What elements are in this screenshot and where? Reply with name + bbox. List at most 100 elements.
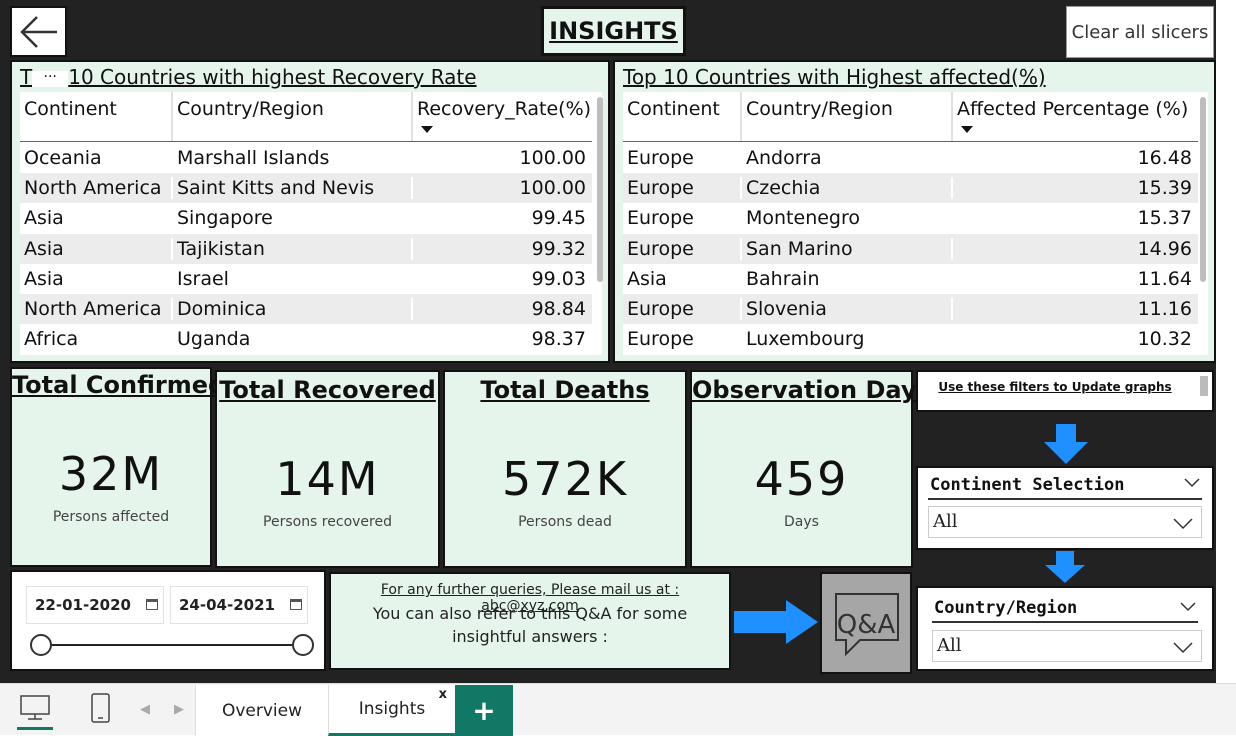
tab-scroll-left-button[interactable]: ◀ [140, 702, 150, 717]
kpi-value: 32M [58, 447, 164, 501]
queries-box: For any further queries, Please mail us … [329, 572, 731, 670]
table-row[interactable]: Europe Luxembourg 10.32 [623, 324, 1198, 354]
tab-label: Overview [221, 700, 303, 721]
affected-table-body: Continent Country/Region Affected Percen… [623, 92, 1208, 355]
start-date-input[interactable]: 22-01-2020 [26, 586, 164, 624]
range-slider-end-handle[interactable] [292, 634, 314, 656]
down-arrow-icon [1045, 551, 1085, 583]
qa-button[interactable]: Q&A [820, 572, 912, 674]
affected-table-rows: Europe Andorra 16.48 Europe Czechia 15.39 Euro… [623, 143, 1198, 354]
sort-desc-icon [421, 126, 433, 133]
kpi-value: 14M [275, 452, 380, 506]
table-row[interactable]: Africa Uganda 98.37 [20, 324, 592, 354]
country-slicer: Country/Region All [916, 586, 1214, 671]
table-cell-value: 98.37 [531, 328, 586, 351]
table-cell-continent: Asia [20, 207, 173, 230]
table-row[interactable]: Europe Slovenia 11.16 [623, 293, 1198, 325]
table-cell-continent: North America [20, 177, 173, 200]
mobile-layout-button[interactable] [88, 692, 114, 732]
filters-note-text: Use these filters to Update graphs [938, 380, 1172, 394]
page-tab-bar: ◀ ▶ Overview Insights x + [0, 683, 1236, 736]
monitor-icon [17, 695, 53, 730]
continent-dropdown[interactable]: All [928, 506, 1202, 538]
calendar-icon[interactable] [290, 599, 302, 610]
country-dropdown[interactable]: All [932, 630, 1202, 662]
table-cell-continent: Asia [623, 267, 742, 290]
tab-insights[interactable]: Insights x [328, 685, 455, 736]
add-page-button[interactable]: + [455, 685, 513, 736]
table-row[interactable]: Oceania Marshall Islands 100.00 [20, 143, 592, 173]
desktop-layout-button[interactable] [14, 692, 56, 732]
range-slider-track[interactable] [42, 644, 304, 646]
column-header-recovery-rate[interactable]: Recovery_Rate(%) [413, 92, 592, 141]
table-cell-value: 14.96 [1137, 237, 1192, 260]
table-row[interactable]: Europe Czechia 15.39 [623, 173, 1198, 204]
back-button[interactable] [10, 6, 67, 57]
chevron-down-icon[interactable] [1180, 602, 1196, 612]
table-cell-continent: Europe [623, 207, 742, 230]
table-cell-value: 100.00 [519, 147, 586, 170]
kpi-subtitle: Persons affected [52, 509, 170, 525]
column-header-country[interactable]: Country/Region [742, 92, 953, 141]
scrollbar[interactable] [597, 97, 603, 282]
table-cell-country: Uganda [173, 328, 413, 351]
recovery-rate-table: T ··· 10 Countries with highest Recovery R… [10, 60, 610, 363]
table-row[interactable]: Asia Singapore 99.45 [20, 203, 592, 233]
table-cell-country: Luxembourg [742, 328, 953, 351]
table-row[interactable]: North America Saint Kitts and Nevis 100.00 [20, 173, 592, 204]
table-cell-country: Dominica [173, 298, 413, 321]
table-cell-value: 99.32 [531, 237, 586, 260]
kpi-title: Total Confirmed [12, 371, 226, 399]
table-row[interactable]: Europe Montenegro 15.37 [623, 203, 1198, 233]
tab-overview[interactable]: Overview [195, 685, 328, 736]
table-cell-continent: North America [20, 298, 173, 321]
table-row[interactable]: Asia Bahrain 11.64 [623, 264, 1198, 294]
calendar-icon[interactable] [146, 599, 158, 610]
column-header-continent[interactable]: Continent [20, 92, 173, 141]
more-options-icon[interactable]: ··· [32, 70, 69, 87]
clear-slicers-button[interactable]: Clear all slicers [1066, 6, 1214, 58]
column-header-continent[interactable]: Continent [623, 92, 742, 141]
end-date-value: 24-04-2021 [179, 596, 275, 614]
table-cell-value: 11.64 [1137, 267, 1192, 290]
divider [932, 621, 1198, 623]
table-cell-continent: Europe [623, 298, 742, 321]
table-cell-continent: Europe [623, 147, 742, 170]
chevron-down-icon[interactable] [1184, 478, 1200, 488]
kpi-value: 459 [754, 452, 849, 506]
close-tab-icon[interactable]: x [438, 687, 447, 702]
slicer-title: Continent Selection [930, 475, 1125, 495]
qa-label: Q&A [836, 610, 896, 640]
slicer-title: Country/Region [934, 598, 1078, 618]
page-title: INSIGHTS [549, 17, 678, 45]
table-cell-country: San Marino [742, 237, 953, 260]
queries-email-text[interactable]: For any further queries, Please mail us … [380, 582, 680, 614]
kpi-observation-days: Observation Days 459 Days [690, 370, 931, 568]
table-row[interactable]: North America Dominica 98.84 [20, 293, 592, 325]
table-cell-country: Slovenia [742, 298, 953, 321]
table-row[interactable]: Asia Tajikistan 99.32 [20, 233, 592, 264]
table-row[interactable]: Europe San Marino 14.96 [623, 233, 1198, 264]
tab-scroll-right-button[interactable]: ▶ [174, 702, 184, 717]
recovery-table-body: Continent Country/Region Recovery_Rate(%… [20, 92, 603, 355]
table-row[interactable]: Asia Israel 99.03 [20, 264, 592, 294]
end-date-input[interactable]: 24-04-2021 [170, 586, 308, 624]
scrollbar[interactable] [1200, 97, 1206, 282]
dropdown-value: All [933, 511, 958, 532]
table-cell-value: 16.48 [1137, 147, 1192, 170]
start-date-value: 22-01-2020 [35, 596, 131, 614]
kpi-title: Total Deaths [480, 376, 650, 404]
kpi-subtitle: Days [784, 514, 819, 530]
scrollbar[interactable] [1200, 376, 1208, 396]
recovery-table-header: Continent Country/Region Recovery_Rate(%… [20, 92, 592, 142]
table-row[interactable]: Europe Andorra 16.48 [623, 143, 1198, 173]
table-cell-country: Singapore [173, 207, 413, 230]
column-header-affected-percentage[interactable]: Affected Percentage (%) [953, 92, 1198, 141]
tab-label: Insights [358, 699, 426, 719]
kpi-total-recovered: Total Recovered 14M Persons recovered [215, 370, 440, 568]
kpi-subtitle: Persons recovered [263, 514, 392, 530]
column-header-country[interactable]: Country/Region [173, 92, 413, 141]
range-slider-start-handle[interactable] [30, 634, 52, 656]
chevron-down-icon [1173, 518, 1193, 530]
table-cell-country: Tajikistan [173, 237, 413, 260]
